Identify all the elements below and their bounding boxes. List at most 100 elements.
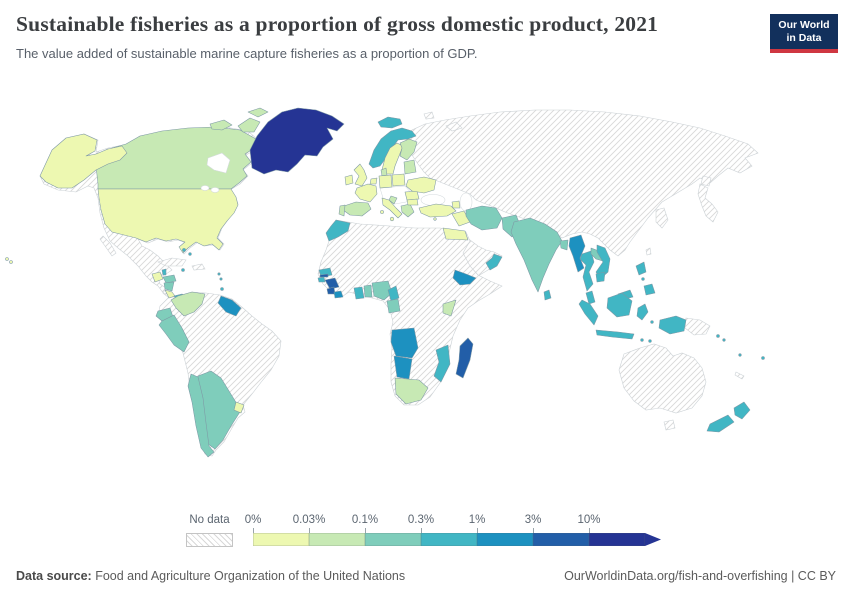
- country-ukraine[interactable]: [405, 176, 437, 194]
- country-indonesia-sulawesi[interactable]: [636, 303, 649, 321]
- legend-bin-6[interactable]: [589, 533, 645, 546]
- country-india[interactable]: [510, 217, 563, 293]
- country-angola[interactable]: [390, 327, 419, 359]
- country-peru[interactable]: [158, 314, 190, 353]
- legend-bin-0[interactable]: [253, 533, 309, 546]
- legend-no-data[interactable]: No data: [186, 514, 233, 547]
- country-ireland[interactable]: [344, 174, 354, 186]
- country-italy[interactable]: [381, 197, 403, 219]
- country-greenland[interactable]: [249, 107, 345, 175]
- country-philippines-mindanao[interactable]: [643, 283, 656, 296]
- country-kenya[interactable]: [442, 299, 457, 317]
- country-cambodia[interactable]: [595, 271, 606, 283]
- legend-bin-5[interactable]: [533, 533, 589, 546]
- country-usa-alaska[interactable]: [39, 133, 128, 189]
- country-greece[interactable]: [400, 203, 415, 218]
- country-germany[interactable]: [378, 174, 393, 189]
- region-korea[interactable]: [655, 207, 669, 229]
- country-nigeria[interactable]: [371, 280, 393, 301]
- country-togo-benin[interactable]: [363, 284, 373, 298]
- country-iran[interactable]: [465, 205, 503, 231]
- country-yemen[interactable]: [452, 269, 477, 286]
- region-novaya-zemlya[interactable]: [445, 121, 463, 132]
- country-madagascar[interactable]: [455, 337, 474, 379]
- owid-logo[interactable]: Our World in Data: [770, 14, 838, 53]
- country-portugal[interactable]: [338, 204, 346, 217]
- region-cuba[interactable]: [157, 257, 187, 267]
- country-new-zealand-north[interactable]: [733, 401, 751, 420]
- country-indonesia-moluccas[interactable]: [650, 320, 654, 324]
- country-philippines-visayas[interactable]: [641, 277, 645, 281]
- country-myanmar[interactable]: [568, 234, 586, 273]
- region-baja-mexico[interactable]: [99, 235, 117, 257]
- country-france[interactable]: [354, 183, 378, 203]
- country-guinea-bissau[interactable]: [317, 276, 326, 283]
- country-south-africa[interactable]: [394, 377, 429, 405]
- country-namibia[interactable]: [393, 355, 413, 380]
- country-lesser-antilles[interactable]: [219, 277, 223, 281]
- legend-bin-4[interactable]: [477, 533, 533, 546]
- country-gabon-congo[interactable]: [386, 298, 401, 314]
- region-svalbard[interactable]: [423, 111, 435, 120]
- country-solomon-islands[interactable]: [716, 334, 720, 338]
- country-benelux[interactable]: [369, 177, 378, 185]
- country-bahamas[interactable]: [182, 248, 186, 252]
- country-united-kingdom[interactable]: [353, 163, 368, 187]
- region-hispaniola[interactable]: [191, 263, 206, 271]
- country-guyana-suriname[interactable]: [217, 295, 242, 317]
- country-denmark[interactable]: [380, 167, 388, 177]
- country-colombia[interactable]: [170, 291, 206, 317]
- country-finland[interactable]: [399, 138, 418, 161]
- region-eurasia-nodata[interactable]: [405, 109, 759, 257]
- country-cameroon[interactable]: [387, 285, 400, 302]
- region-australia-nodata[interactable]: [618, 343, 707, 414]
- country-canada-victoria-island[interactable]: [209, 119, 233, 131]
- country-gambia[interactable]: [319, 273, 329, 278]
- region-new-caledonia[interactable]: [734, 371, 745, 380]
- country-italy-sicily[interactable]: [389, 216, 395, 222]
- region-hokkaido[interactable]: [700, 175, 712, 187]
- country-cyprus[interactable]: [433, 217, 437, 221]
- country-chile[interactable]: [187, 373, 215, 458]
- license-note[interactable]: OurWorldinData.org/fish-and-overfishing …: [564, 569, 836, 583]
- no-data-swatch[interactable]: [186, 533, 233, 547]
- country-oman[interactable]: [485, 253, 503, 271]
- country-jamaica[interactable]: [181, 268, 185, 272]
- country-lesser-antilles[interactable]: [217, 272, 221, 276]
- region-tasmania[interactable]: [663, 419, 676, 431]
- region-taiwan[interactable]: [645, 247, 652, 256]
- legend-bin-1[interactable]: [309, 533, 365, 546]
- country-indonesia-sumatra[interactable]: [578, 299, 599, 326]
- country-canada[interactable]: [95, 126, 257, 190]
- country-indonesia-lesser-sunda[interactable]: [648, 339, 652, 343]
- country-guinea[interactable]: [324, 277, 340, 290]
- country-canada-ellesmere-island[interactable]: [247, 107, 269, 118]
- country-indonesia-kalimantan[interactable]: [606, 292, 633, 318]
- country-bangladesh[interactable]: [559, 239, 569, 251]
- country-morocco[interactable]: [325, 219, 351, 242]
- country-malaysia[interactable]: [585, 290, 596, 305]
- country-italy-sardinia[interactable]: [380, 210, 384, 214]
- country-trinidad[interactable]: [220, 287, 224, 291]
- country-liberia[interactable]: [333, 290, 344, 299]
- country-indonesia-papua[interactable]: [658, 315, 687, 335]
- country-canada-baffin-island[interactable]: [237, 117, 261, 133]
- country-solomon-islands[interactable]: [722, 338, 726, 342]
- country-indonesia-lesser-sunda[interactable]: [640, 338, 644, 342]
- region-papua-new-guinea[interactable]: [684, 317, 711, 336]
- country-hawaii[interactable]: [9, 260, 13, 264]
- country-belize[interactable]: [161, 268, 167, 276]
- country-bulgaria[interactable]: [406, 198, 419, 206]
- country-uruguay[interactable]: [233, 401, 245, 414]
- country-turkey[interactable]: [418, 203, 457, 218]
- country-new-zealand-south[interactable]: [706, 414, 735, 433]
- country-azerbaijan[interactable]: [451, 200, 461, 209]
- country-croatia[interactable]: [388, 195, 398, 205]
- country-iceland[interactable]: [377, 116, 403, 129]
- country-ghana[interactable]: [353, 286, 365, 300]
- country-romania[interactable]: [404, 190, 420, 201]
- country-baltic-states[interactable]: [403, 159, 417, 175]
- legend-bin-2[interactable]: [365, 533, 421, 546]
- country-bahamas[interactable]: [188, 252, 192, 256]
- country-vanuatu[interactable]: [738, 353, 742, 357]
